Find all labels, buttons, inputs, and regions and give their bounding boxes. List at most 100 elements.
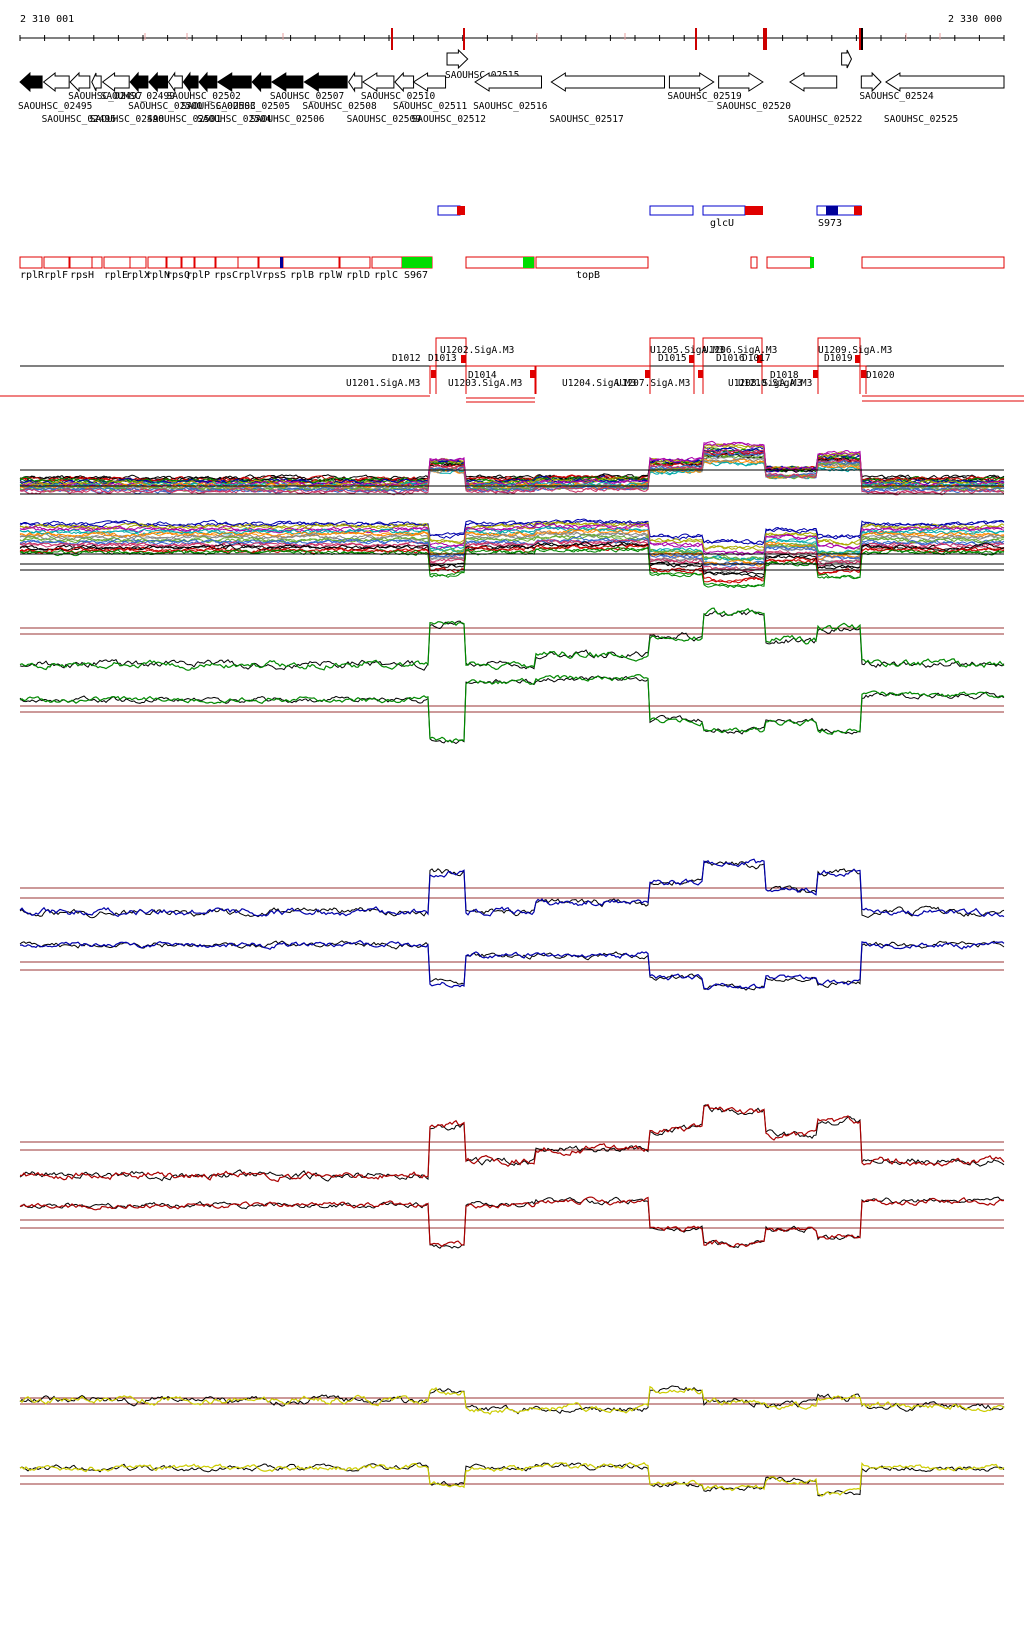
operon-box-15 (371, 256, 403, 269)
gene-arrow-g14 (303, 72, 348, 92)
operon-box-7 (166, 256, 182, 269)
operon-label-S973: S973 (818, 218, 842, 229)
multi-trace-bottom-12 (19, 518, 1005, 544)
panel-blue-trace-top-black (19, 860, 1005, 919)
operon-label-topB: topB (576, 270, 600, 281)
segment-label-U1202: U1202.SigA.M3 (440, 345, 514, 356)
gene-label-g18: SAOUHSC_02512 (412, 114, 486, 125)
segment-end-marker-4 (431, 370, 436, 378)
segment-label-U1210: U1210.SigA.M3 (738, 378, 812, 389)
segment-end-marker-7 (813, 370, 818, 378)
operon-label-13: rplD (346, 270, 370, 281)
gene-label-g7: SAOUHSC_02501 (147, 114, 222, 125)
operon-green-3 (810, 257, 814, 268)
segment-bracket-7 (761, 365, 819, 394)
expression-panel-blue (19, 858, 1005, 991)
operon-box-18 (535, 256, 649, 269)
gene-label-g16: SAOUHSC_02510 (361, 91, 436, 102)
gene-arrow-g16 (361, 72, 395, 92)
operon-box-6 (147, 256, 167, 269)
gene-arrow-g25 (841, 49, 853, 69)
operon-box-S973-fill (826, 206, 838, 215)
panel-red-trace-bottom-black (19, 1196, 1004, 1249)
operon-box-b (649, 205, 694, 216)
operon-label-5: rplN (146, 270, 170, 281)
segment-end-marker-3 (855, 355, 860, 363)
operon-label-7: rplP (186, 270, 210, 281)
segment-label-D1012: D1012 (392, 353, 421, 364)
ruler-start-label: 2 310 001 (20, 14, 74, 25)
segment-label-U1204: U1204.SigA.M3 (562, 378, 636, 389)
gene-arrow-g26 (860, 71, 882, 93)
multi-trace-top-23 (19, 448, 1005, 496)
gene-label-g9: SAOUHSC_02503 (181, 101, 255, 112)
panel-blue-trace-bottom (19, 939, 1005, 991)
gene-arrow-g18 (412, 72, 447, 92)
panel-red-trace-bottom (19, 1196, 1005, 1248)
operon-blue-mark (280, 257, 283, 268)
gene-arrow-g23 (718, 72, 764, 92)
gene-arrow-g13 (270, 72, 304, 92)
segment-bracket-1 (649, 337, 695, 366)
expression-panel-all-conditions (19, 440, 1005, 589)
segment-label-D1020: D1020 (866, 370, 895, 381)
gene-label-g14: SAOUHSC_02508 (302, 101, 377, 112)
gene-arrow-g6 (129, 71, 149, 93)
operon-label-6: rpsQ (166, 270, 190, 281)
segment-end-marker-8 (861, 370, 866, 378)
multi-trace-bottom-8 (19, 539, 1005, 572)
gene-arrow-g9 (182, 71, 199, 93)
gene-label-g4: SAOUHSC_02498 (90, 114, 165, 125)
operon-label-4: rplX (126, 270, 150, 281)
segment-label-U1206: U1206.SigA.M3 (703, 345, 777, 356)
operon-box-19 (750, 256, 758, 269)
segment-label-U1205: U1205.SigA.M3 (650, 345, 724, 356)
operon-box-5 (129, 256, 147, 269)
gene-arrow-g12 (251, 71, 272, 93)
panel-green-trace-top-black (19, 609, 1005, 671)
multi-trace-bottom-0 (19, 519, 1005, 546)
operon-box-9 (194, 256, 216, 269)
operon-box-a-end (457, 206, 465, 215)
gene-label-g15: SAOUHSC_02509 (347, 114, 422, 125)
gene-arrow-g20 (474, 72, 542, 92)
segment-end-marker-2 (757, 355, 762, 363)
segment-track: U1201.SigA.M3 U1202.SigA.M3 U1203.SigA.M… (0, 337, 1024, 403)
operon-label-3: rplE (104, 270, 128, 281)
segment-bracket-2 (702, 337, 763, 366)
operon-box-glcU (702, 205, 746, 216)
gene-arrow-g22 (668, 72, 715, 92)
gene-label-g10: SAOUHSC_02504 (197, 114, 272, 125)
ruler-end-label: 2 330 000 (948, 14, 1002, 25)
gene-track: SAOUHSC_02495SAOUHSC_02496SAOUHSC_02497S… (18, 48, 1005, 125)
operon-label-8: rpsC (214, 270, 238, 281)
segment-bracket-4 (429, 365, 437, 394)
coordinate-ruler: 2 310 001 2 330 000 (19, 14, 1005, 50)
segment-bracket-5 (465, 365, 536, 394)
panel-blue-trace-bottom-black (19, 940, 1005, 991)
segment-label-D1018: D1018 (770, 370, 799, 381)
multi-trace-bottom-21 (19, 541, 1005, 576)
multi-trace-bottom-15 (19, 525, 1005, 561)
operon-label-glcU: glcU (710, 218, 734, 229)
panel-blue-trace-top (19, 858, 1005, 918)
operon-box-20 (766, 256, 812, 269)
segment-label-U1207: U1207.SigA.M3 (616, 378, 690, 389)
multi-trace-bottom-13 (19, 521, 1005, 551)
gene-label-g2: SAOUHSC_02496 (42, 114, 117, 125)
multi-trace-bottom-14 (19, 523, 1005, 556)
gene-label-g3: SAOUHSC_02497 (68, 91, 142, 102)
operon-box-14 (339, 256, 371, 269)
gene-arrow-g2 (42, 71, 70, 93)
multi-trace-top-22 (19, 451, 1005, 494)
gene-label-g12: SAOUHSC_02506 (250, 114, 325, 125)
operon-box-13 (282, 256, 340, 269)
expression-panel-green (19, 607, 1005, 745)
operon-box-12 (258, 256, 284, 269)
expression-panel-yellow (19, 1385, 1005, 1497)
gene-arrow-g11 (216, 72, 252, 92)
gene-label-g27: SAOUHSC_02525 (884, 114, 958, 125)
segment-label-U1203: U1203.SigA.M3 (448, 378, 522, 389)
